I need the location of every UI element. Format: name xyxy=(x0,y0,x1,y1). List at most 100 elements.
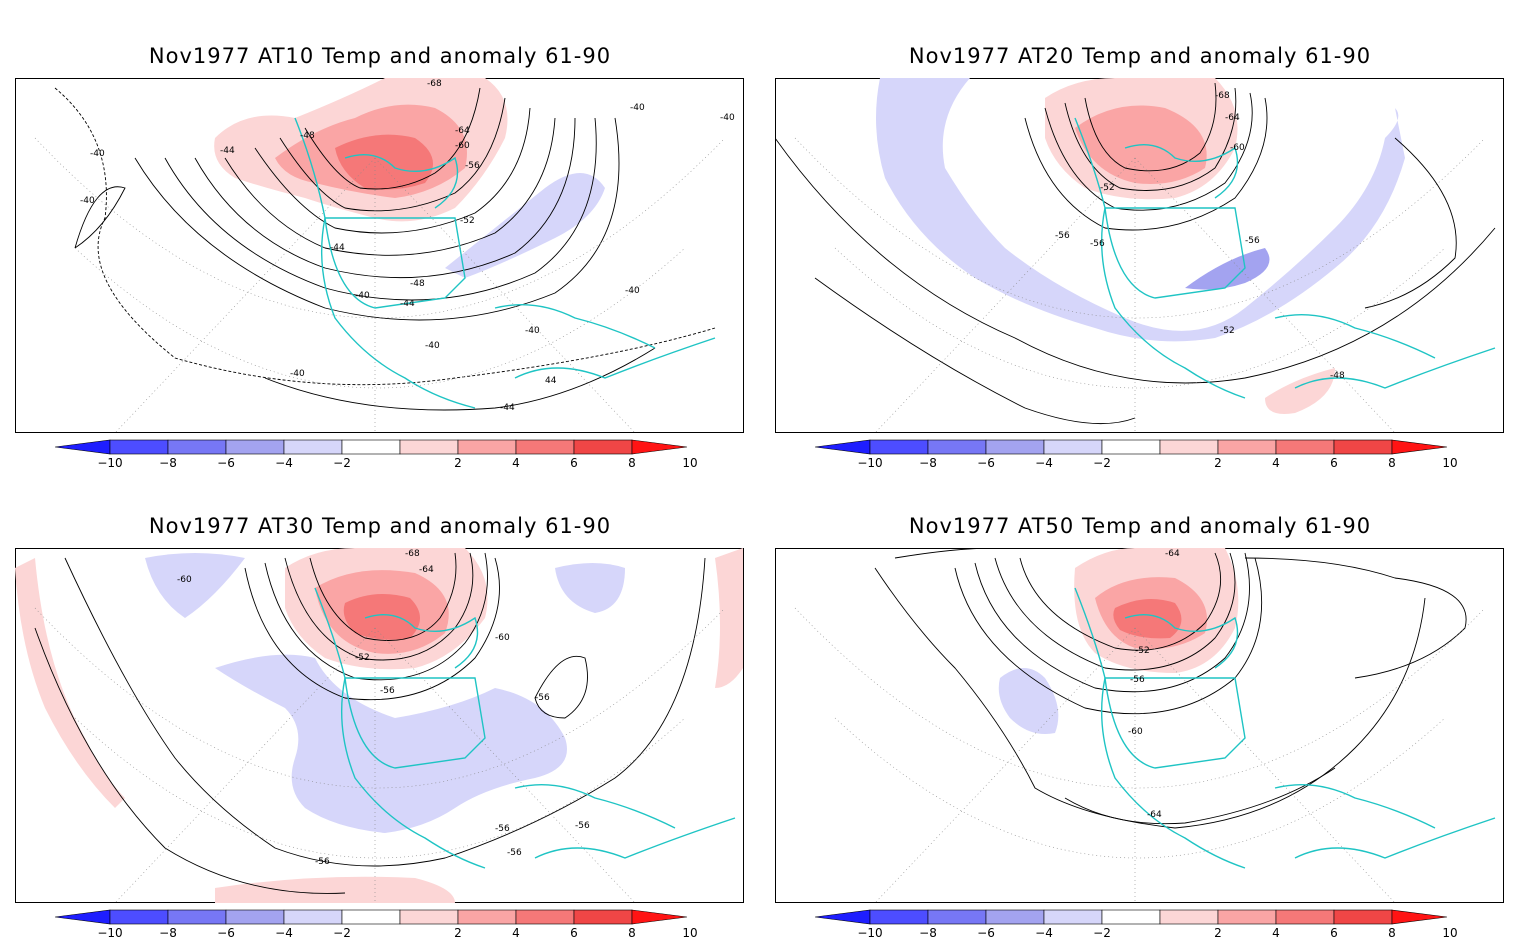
anomaly-cold xyxy=(998,668,1059,734)
svg-text:-68: -68 xyxy=(427,79,442,89)
svg-text:-44: -44 xyxy=(500,403,515,413)
colorbar-swatch xyxy=(167,909,227,925)
anomaly-warm xyxy=(15,548,743,903)
panel-at30: Nov1977 AT30 Temp and anomaly 61-90 xyxy=(0,470,760,940)
coastlines xyxy=(294,117,716,409)
graticule xyxy=(34,137,726,433)
colorbar-tick-label: 6 xyxy=(570,926,578,940)
colorbar-tick-label: 4 xyxy=(512,456,520,470)
colorbar-swatch xyxy=(985,439,1045,455)
svg-text:-64: -64 xyxy=(419,565,434,575)
svg-text:-60: -60 xyxy=(495,633,510,643)
colorbar-arrow-high xyxy=(1391,909,1448,925)
svg-text:-60: -60 xyxy=(1230,143,1245,153)
svg-text:-44: -44 xyxy=(220,146,235,156)
colorbar: −10 −8 −6 −4 −2 2 4 6 8 10 xyxy=(55,439,698,470)
colorbar-tick-label: −6 xyxy=(217,456,235,470)
svg-text:-40: -40 xyxy=(90,149,105,159)
svg-text:-40: -40 xyxy=(290,369,305,379)
colorbar-swatch xyxy=(985,909,1045,925)
colorbar-tick-label: −6 xyxy=(977,926,995,940)
svg-text:-68: -68 xyxy=(405,549,420,559)
svg-text:-52: -52 xyxy=(1135,646,1150,656)
graticule xyxy=(794,137,1486,433)
svg-text:-56: -56 xyxy=(465,161,480,171)
svg-text:-56: -56 xyxy=(1055,231,1070,241)
svg-text:-64: -64 xyxy=(1165,549,1180,559)
colorbar-tick-label: 2 xyxy=(1214,456,1222,470)
colorbar-tick-label: −10 xyxy=(857,456,882,470)
contour-lines xyxy=(874,548,1467,829)
svg-text:-64: -64 xyxy=(455,126,470,136)
svg-text:-48: -48 xyxy=(410,279,425,289)
graticule xyxy=(34,607,726,903)
anomaly-warm xyxy=(214,78,508,222)
colorbar-tick-label: −10 xyxy=(97,926,122,940)
svg-text:-40: -40 xyxy=(355,291,370,301)
svg-text:-52: -52 xyxy=(355,653,370,663)
coastlines xyxy=(1074,117,1496,399)
colorbar-tick-label: −4 xyxy=(1035,926,1053,940)
colorbar-swatch xyxy=(1333,439,1393,455)
svg-text:-64: -64 xyxy=(1225,113,1240,123)
colorbar-swatch xyxy=(1159,439,1219,455)
colorbar-tick-label: 2 xyxy=(454,456,462,470)
colorbar-tick-label: −2 xyxy=(1093,926,1111,940)
colorbar-swatch xyxy=(573,909,633,925)
svg-text:-48: -48 xyxy=(300,131,315,141)
colorbar-arrow-low xyxy=(815,909,871,925)
svg-text:44: 44 xyxy=(545,376,557,386)
colorbar-swatch xyxy=(167,439,227,455)
contour-lines xyxy=(775,82,1496,425)
colorbar-swatch xyxy=(927,439,987,455)
colorbar-tick-label: 2 xyxy=(1214,926,1222,940)
map-at30: -68 -64 -60 -52 -56 -60 -56 -56 -56 -56 … xyxy=(15,548,744,903)
colorbar: −10 −8 −6 −4 −2 2 4 6 8 10 xyxy=(815,439,1458,470)
svg-text:-44: -44 xyxy=(400,299,415,309)
colorbar-swatch xyxy=(109,439,169,455)
colorbar-tick-label: 10 xyxy=(1442,926,1457,940)
colorbar-tick-label: 6 xyxy=(1330,456,1338,470)
colorbar-swatch xyxy=(1217,909,1277,925)
colorbar-tick-label: −4 xyxy=(1035,456,1053,470)
colorbar-swatch xyxy=(1101,909,1161,925)
colorbar-tick-label: −10 xyxy=(857,926,882,940)
graticule xyxy=(794,607,1486,903)
svg-text:-60: -60 xyxy=(455,141,470,151)
colorbar-tick-label: 4 xyxy=(1272,456,1280,470)
colorbar-swatch xyxy=(1043,909,1103,925)
colorbar-arrow-high xyxy=(631,909,688,925)
colorbar-swatch xyxy=(341,439,401,455)
colorbar-tick-label: −8 xyxy=(159,926,177,940)
colorbar-tick-label: 6 xyxy=(570,456,578,470)
colorbar-tick-label: −2 xyxy=(1093,456,1111,470)
svg-text:-40: -40 xyxy=(525,326,540,336)
svg-text:-68: -68 xyxy=(1215,91,1230,101)
svg-text:-56: -56 xyxy=(1245,236,1260,246)
colorbar-tick-label: 8 xyxy=(1388,926,1396,940)
colorbar-arrow-low xyxy=(815,439,871,455)
colorbar-tick-label: −6 xyxy=(977,456,995,470)
svg-text:-64: -64 xyxy=(1147,810,1162,820)
colorbar-tick-label: −10 xyxy=(97,456,122,470)
panel-title: Nov1977 AT50 Temp and anomaly 61-90 xyxy=(908,514,1372,538)
svg-text:-40: -40 xyxy=(80,196,95,206)
colorbar-tick-label: −4 xyxy=(275,456,293,470)
panel-at20: Nov1977 AT20 Temp and anomaly 61-90 xyxy=(760,0,1520,470)
colorbar-swatch xyxy=(1043,439,1103,455)
contour-labels: -68 -64 -60 -56 -52 -48 -44 -40 -44 -48 … xyxy=(80,79,735,413)
svg-text:-52: -52 xyxy=(1220,326,1235,336)
panel-title: Nov1977 AT20 Temp and anomaly 61-90 xyxy=(908,44,1372,68)
anomaly-warm xyxy=(1074,548,1239,673)
contour-labels: -68 -64 -60 -52 -56 -60 -56 -56 -56 -56 … xyxy=(177,549,590,867)
panel-at50: Nov1977 AT50 Temp and anomaly 61-90 xyxy=(760,470,1520,940)
colorbar-tick-label: −6 xyxy=(217,926,235,940)
colorbar-swatch xyxy=(399,909,459,925)
colorbar-swatch xyxy=(283,909,343,925)
svg-text:-60: -60 xyxy=(177,575,192,585)
colorbar-tick-label: 2 xyxy=(454,926,462,940)
panel-title: Nov1977 AT10 Temp and anomaly 61-90 xyxy=(148,44,612,68)
svg-text:-48: -48 xyxy=(1330,371,1345,381)
colorbar-swatch xyxy=(1217,439,1277,455)
colorbar-swatch xyxy=(457,909,517,925)
